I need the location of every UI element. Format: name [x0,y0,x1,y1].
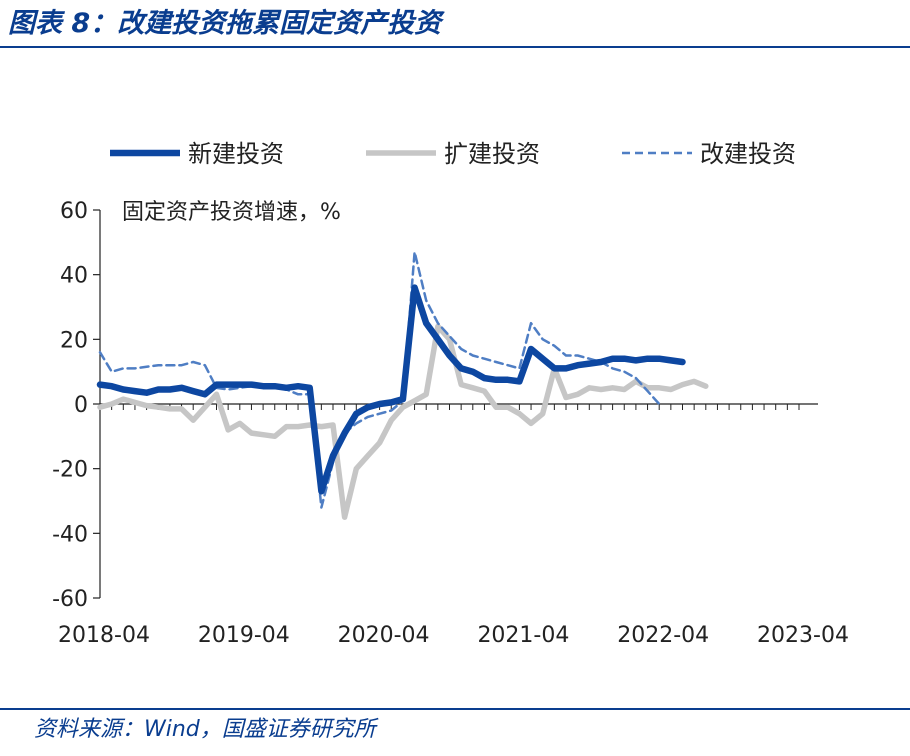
x-tick-label: 2018-04 [58,623,150,648]
x-tick-label: 2021-04 [477,623,569,648]
series-line-2 [97,323,709,520]
legend-label-3: 改建投资 [700,140,796,168]
chart-series [96,250,709,520]
chart-axes: 60 40 20 0 -20 -40 -60 2018-04 2019-04 2020-04 202… [52,199,849,648]
legend-label-1: 新建投资 [188,140,284,168]
y-tick-label: -20 [52,458,88,483]
legend-label-2: 扩建投资 [444,140,540,168]
y-tick-label: -40 [52,522,88,547]
x-tick-label: 2023-04 [757,623,849,648]
series-line-1 [96,284,686,495]
header-rule [0,46,910,48]
x-tick-label: 2022-04 [617,623,709,648]
x-tick-label: 2020-04 [338,623,430,648]
figure-title: 图表 8：改建投资拖累固定资产投资 [8,8,442,39]
y-tick-label: 60 [60,199,88,224]
y-axis-label: 固定资产投资增速，% [122,200,341,225]
source-note: 资料来源：Wind，国盛证券研究所 [34,717,376,742]
y-tick-label: 20 [60,328,88,353]
x-tick-label: 2019-04 [198,623,290,648]
y-tick-label: 0 [74,393,88,418]
series-line-3 [98,250,661,509]
chart-legend: 新建投资 扩建投资 改建投资 [110,140,796,168]
y-tick-label: -60 [52,587,88,612]
line-chart: 新建投资 扩建投资 改建投资 固定资产投资增速，% 60 40 20 0 -20 -40 -60… [52,140,849,648]
y-tick-label: 40 [60,264,88,289]
footer-rule [0,708,910,710]
